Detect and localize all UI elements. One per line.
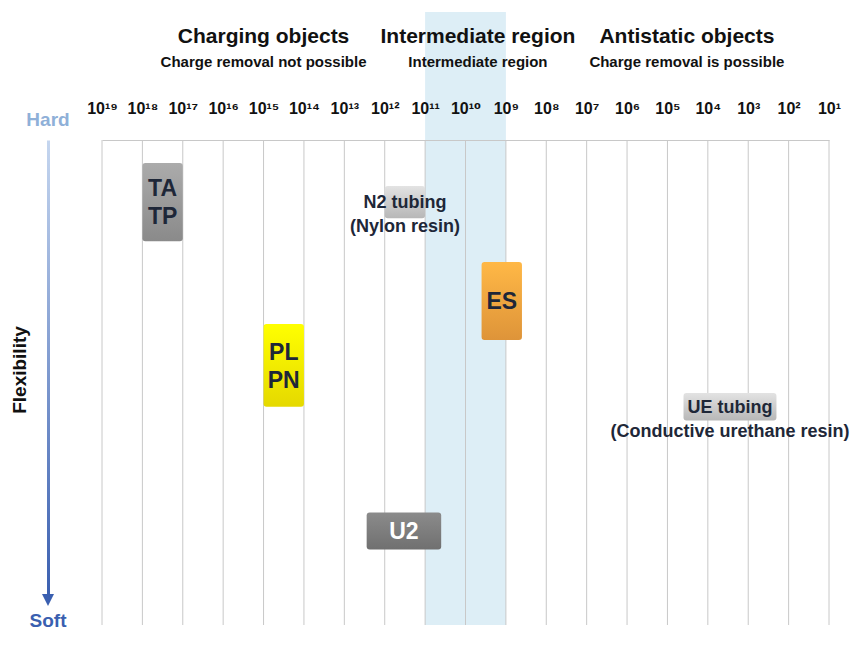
x-tick-label: 10¹⁸ (128, 100, 159, 117)
y-axis-title: Flexibility (9, 326, 30, 414)
region-subtitle: Intermediate region (408, 53, 547, 70)
x-tick: 10¹⁰ (451, 100, 481, 140)
x-tick-label: 10⁸ (534, 100, 559, 117)
item-labels: TATP N2 tubing (Nylon resin) ES PLPN UE tubin… (148, 175, 850, 544)
x-tick: 10¹⁴ (289, 100, 320, 140)
grid-line (788, 140, 789, 625)
y-axis: Hard Soft (26, 109, 69, 631)
x-tick: 10⁶ (615, 100, 640, 140)
item-label: ES (486, 288, 517, 314)
x-tick: 10¹⁹ (87, 100, 118, 140)
grid (102, 140, 829, 625)
x-axis: 10¹⁹ 10¹⁸ 10¹⁷ 10¹⁶ 10¹⁵ 10¹⁴ 10¹³ 10¹² 10¹¹ 10¹⁰… (87, 100, 841, 141)
item-box (367, 513, 442, 550)
chart-svg: 10¹⁹ 10¹⁸ 10¹⁷ 10¹⁶ 10¹⁵ 10¹⁴ 10¹³ 10¹² 10¹¹ 10¹⁰… (0, 0, 860, 660)
item-label-line: UE tubing (687, 397, 772, 417)
x-tick-label: 10⁹ (494, 100, 519, 117)
y-axis-arrow-line (47, 141, 50, 601)
region-title: Antistatic objects (599, 24, 774, 47)
grid-line (586, 140, 587, 625)
x-tick-label: 10⁴ (695, 100, 721, 117)
x-tick: 10¹² (371, 100, 399, 140)
x-tick: 10³ (737, 100, 760, 140)
region-heading: Charging objects Charge removal not possi… (161, 24, 367, 70)
region-heading: Intermediate region Intermediate region (381, 24, 576, 70)
grid-line (707, 140, 708, 625)
x-tick: 10¹⁵ (249, 100, 280, 140)
item-label: N2 tubing (Nylon resin) (350, 192, 460, 236)
x-tick: 10¹⁶ (208, 100, 239, 140)
x-tick: 10¹⁸ (128, 100, 159, 140)
grid-line (667, 140, 668, 625)
item-label: U2 (389, 518, 418, 544)
grid-line (505, 140, 506, 625)
x-tick-label: 10¹⁴ (289, 100, 320, 117)
x-tick-label: 10¹³ (331, 100, 359, 117)
items (142, 163, 776, 549)
item-label-line: ES (486, 288, 517, 314)
x-tick-label: 10¹⁹ (87, 100, 118, 117)
x-tick-label: 10² (778, 100, 801, 117)
item-label-line: N2 tubing (363, 192, 446, 212)
grid-line (465, 140, 466, 625)
item-label: TATP (148, 175, 177, 229)
x-tick-label: 10⁶ (615, 100, 640, 117)
item-box (142, 163, 182, 241)
y-tick: Hard (26, 109, 69, 141)
y-tick-label: Soft (30, 610, 68, 631)
item-label-line: (Conductive urethane resin) (610, 421, 849, 441)
x-axis-line (103, 140, 830, 141)
grid-line (102, 140, 103, 625)
x-tick: 10⁵ (655, 100, 680, 140)
grid-line (627, 140, 628, 625)
x-tick: 10⁹ (494, 100, 519, 140)
x-tick-label: 10⁷ (575, 100, 599, 117)
y-tick-label: Hard (26, 109, 69, 130)
x-tick: 10¹⁷ (168, 100, 198, 140)
x-tick-label: 10¹⁶ (208, 100, 239, 117)
item-box (482, 262, 522, 340)
item-box (684, 393, 777, 421)
region-heading: Antistatic objects Charge removal is poss… (589, 24, 784, 70)
x-tick: 10⁴ (695, 100, 721, 140)
x-tick-label: 10⁵ (655, 100, 680, 117)
x-tick: 10² (778, 100, 801, 140)
x-tick-label: 10¹¹ (411, 100, 439, 117)
region-title: Intermediate region (381, 24, 576, 47)
x-tick-label: 10¹⁷ (168, 100, 198, 117)
grid-line (223, 140, 224, 625)
region-subtitle: Charge removal not possible (161, 53, 367, 70)
item-label-line: TP (148, 203, 177, 229)
region-title: Charging objects (178, 24, 350, 47)
x-tick-label: 10³ (737, 100, 760, 117)
item-label-line: PN (268, 367, 300, 393)
y-axis-arrow-head (42, 594, 54, 606)
x-tick-label: 10¹⁰ (451, 100, 481, 117)
x-tick-label: 10¹² (371, 100, 399, 117)
grid-line (829, 140, 830, 625)
region-subtitle: Charge removal is possible (589, 53, 784, 70)
region-headings: Charging objects Charge removal not possi… (161, 24, 785, 70)
x-tick: 10¹³ (331, 100, 359, 140)
grid-line (748, 140, 749, 625)
x-tick: 10⁷ (575, 100, 599, 140)
chart-root: 10¹⁹ 10¹⁸ 10¹⁷ 10¹⁶ 10¹⁵ 10¹⁴ 10¹³ 10¹² 10¹¹ 10¹⁰… (0, 0, 860, 660)
item-label: PLPN (268, 339, 300, 393)
item-label-line: U2 (389, 518, 418, 544)
item-label-line: TA (148, 175, 177, 201)
item-box (264, 324, 304, 407)
item-label-line: PL (269, 339, 298, 365)
item-label: UE tubing (Conductive urethane resin) (610, 397, 849, 441)
x-tick: 10¹¹ (411, 100, 439, 140)
grid-line (344, 140, 345, 625)
x-tick: 10¹ (818, 100, 841, 140)
grid-line (546, 140, 547, 625)
x-tick-label: 10¹⁵ (249, 100, 280, 117)
item-label-line: (Nylon resin) (350, 216, 460, 236)
x-tick-label: 10¹ (818, 100, 841, 117)
x-tick: 10⁸ (534, 100, 559, 140)
